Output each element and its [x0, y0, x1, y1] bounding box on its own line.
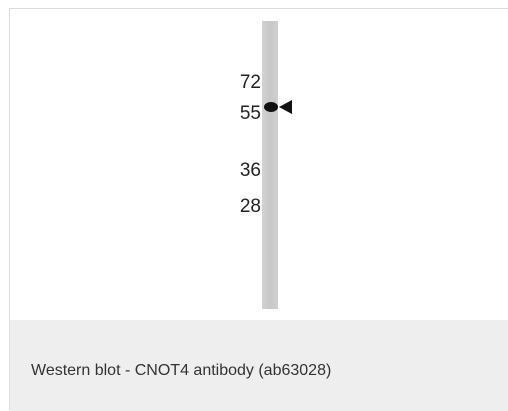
- mw-marker-72: 72: [239, 72, 261, 93]
- figure-caption: Western blot - CNOT4 antibody (ab63028): [31, 362, 332, 379]
- blot-lane: [262, 21, 278, 309]
- protein-band: [264, 102, 278, 112]
- arrowhead-left-icon: [279, 100, 292, 114]
- western-blot-image: 72 55 36 28: [10, 9, 508, 320]
- mw-marker-36: 36: [239, 160, 261, 181]
- mw-marker-55: 55: [239, 103, 261, 124]
- figure-card: 72 55 36 28 Western blot - CNOT4 antibod…: [9, 8, 508, 411]
- caption-bar: Western blot - CNOT4 antibody (ab63028): [10, 320, 508, 411]
- mw-marker-28: 28: [239, 196, 261, 217]
